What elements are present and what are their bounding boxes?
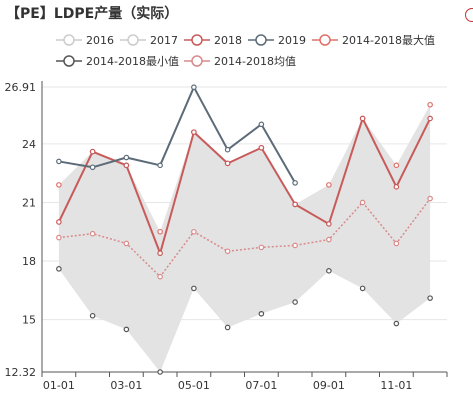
data-point <box>326 236 332 243</box>
x-tick-label: 11-01 <box>380 379 412 392</box>
data-point <box>56 219 62 225</box>
data-point <box>123 240 130 247</box>
min-max-band <box>58 104 431 372</box>
data-point <box>326 268 332 274</box>
x-tick-label: 09-01 <box>313 379 345 392</box>
data-point <box>292 201 298 208</box>
data-point <box>359 285 366 292</box>
x-tick-label: 07-01 <box>245 379 277 392</box>
series-line <box>58 198 431 278</box>
data-point <box>191 285 197 292</box>
x-tick-label: 01-01 <box>43 379 75 392</box>
data-point <box>393 184 400 190</box>
legend-label: 2014-2018最大值 <box>342 33 435 47</box>
data-point <box>56 182 62 188</box>
data-point <box>224 146 231 153</box>
data-point <box>258 244 265 251</box>
data-point <box>89 164 96 171</box>
y-tick-label: 24 <box>22 138 36 151</box>
data-point <box>427 295 433 301</box>
data-point <box>191 228 197 235</box>
data-point <box>89 312 96 319</box>
data-point <box>157 162 163 169</box>
data-point <box>224 160 231 167</box>
data-point <box>123 162 130 169</box>
legend-label: 2014-2018最小值 <box>86 55 179 68</box>
data-point <box>292 299 298 305</box>
x-tick-label: 05-01 <box>178 379 210 392</box>
x-tick-label: 03-01 <box>110 379 142 392</box>
data-point <box>427 101 433 108</box>
data-point <box>224 324 231 331</box>
data-point <box>427 195 433 202</box>
legend-marker <box>191 55 203 67</box>
legend-marker <box>63 34 75 46</box>
data-point <box>393 320 400 327</box>
y-tick-label: 15 <box>22 314 36 327</box>
data-point <box>258 310 265 317</box>
data-point <box>56 234 62 241</box>
data-point <box>393 240 400 247</box>
series-line <box>57 117 432 255</box>
data-point <box>258 144 265 151</box>
y-tick-label: 26.91 <box>5 81 37 94</box>
data-point <box>56 158 62 165</box>
data-point <box>359 115 366 122</box>
data-point <box>157 369 163 375</box>
data-point <box>123 326 130 333</box>
data-point <box>258 121 265 128</box>
data-point <box>191 129 197 135</box>
legend-marker <box>319 34 331 46</box>
legend-label: 2018 <box>214 34 242 47</box>
legend-label: 2014-2018均值 <box>214 55 296 68</box>
chart-title: 【PE】LDPE产量（实际） <box>6 6 179 22</box>
legend-marker <box>255 34 267 46</box>
series-line <box>58 86 296 184</box>
data-point <box>359 199 366 206</box>
data-point <box>326 221 332 227</box>
data-point <box>292 242 298 249</box>
data-point <box>191 84 197 90</box>
data-point <box>393 162 400 169</box>
legend-marker <box>63 55 75 67</box>
data-point <box>89 230 96 237</box>
data-point <box>326 182 332 188</box>
data-point <box>224 248 231 255</box>
y-tick-label: 21 <box>22 196 36 209</box>
legend-label: 2019 <box>278 34 306 47</box>
legend-label: 2016 <box>86 34 114 47</box>
legend-marker <box>191 34 203 46</box>
data-point <box>123 154 130 161</box>
data-point <box>157 228 163 235</box>
toolbox-icon[interactable] <box>465 8 473 22</box>
data-point <box>157 273 163 280</box>
data-point <box>157 250 163 257</box>
data-point <box>292 180 298 186</box>
y-tick-label: 12.32 <box>5 366 37 379</box>
data-point <box>427 115 433 122</box>
legend-marker <box>127 34 139 46</box>
legend-label: 2017 <box>150 34 178 47</box>
data-point <box>56 266 62 272</box>
data-point <box>89 148 96 155</box>
y-tick-label: 18 <box>22 255 36 268</box>
